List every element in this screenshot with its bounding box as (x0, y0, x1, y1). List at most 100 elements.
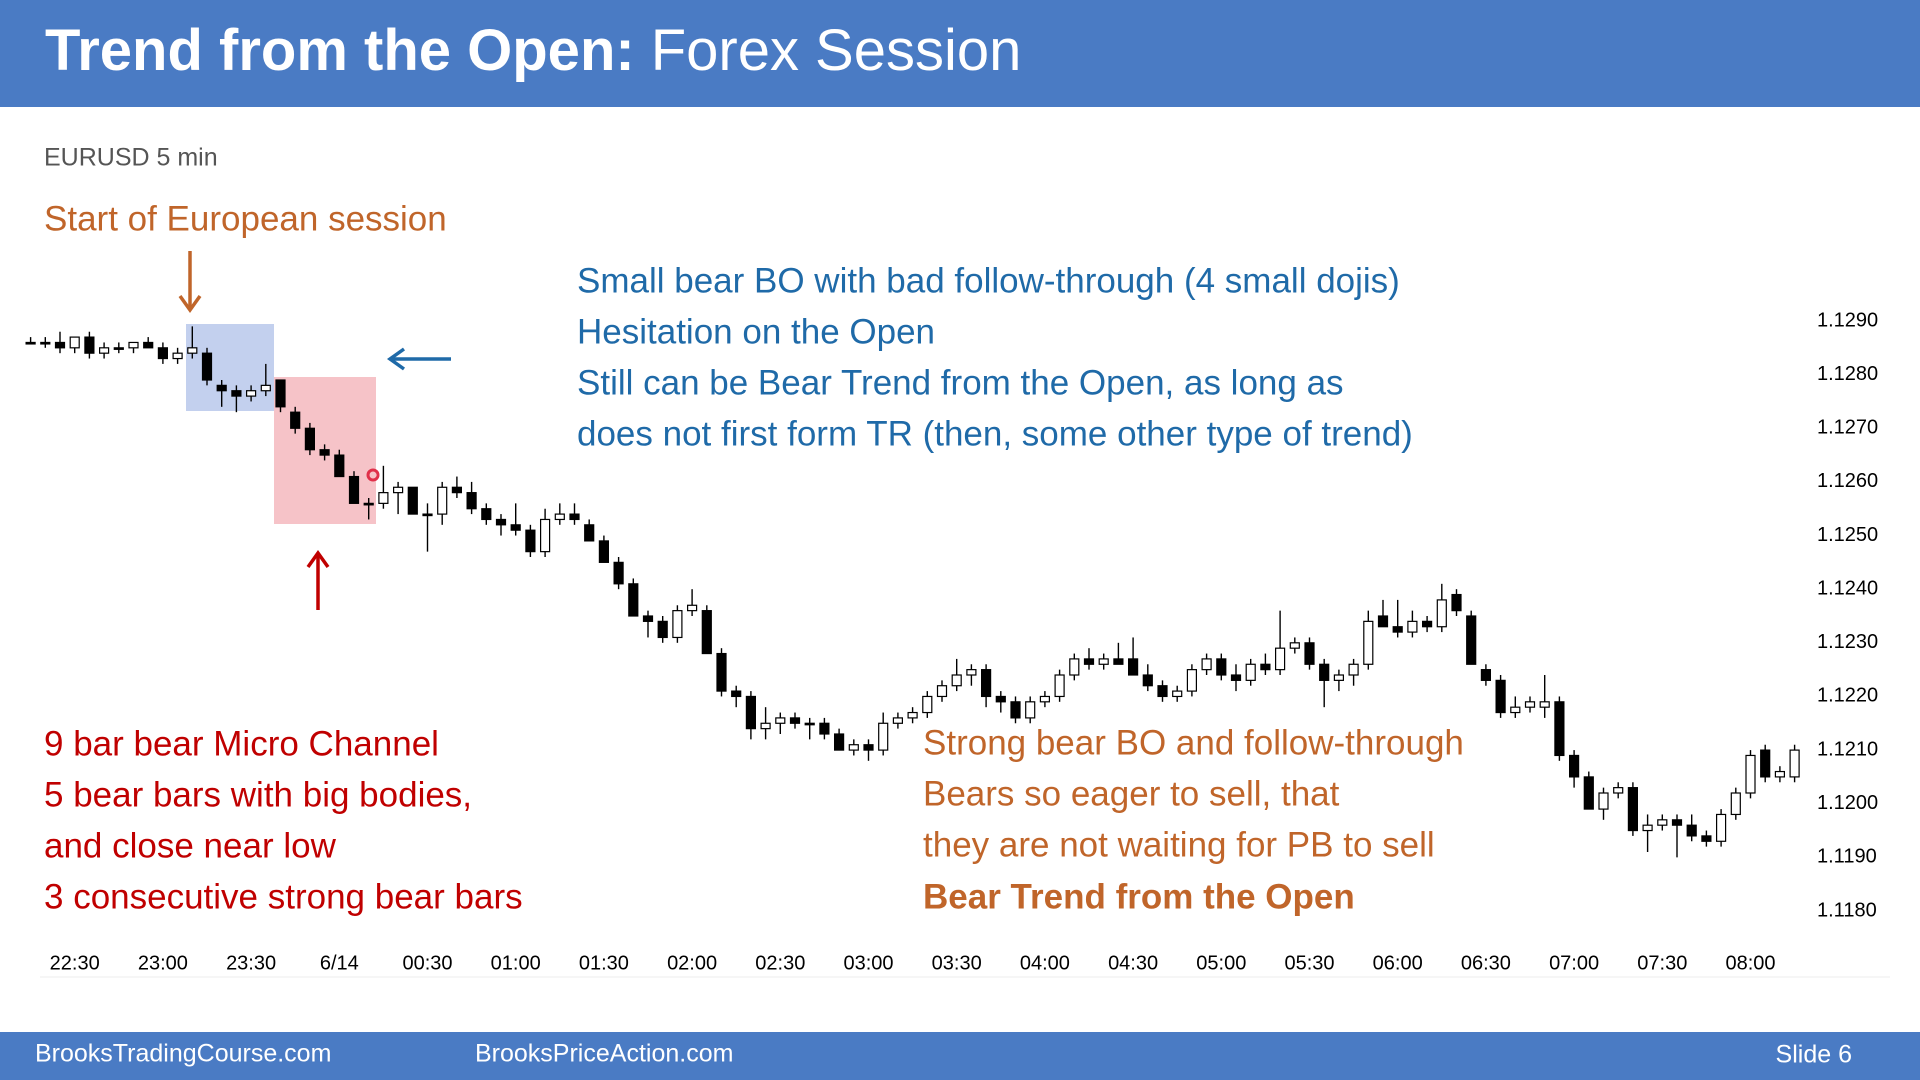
title-bar (0, 0, 1920, 107)
bear-body (1083, 658, 1095, 665)
bear-body (481, 508, 492, 521)
y-tick-label: 1.1260 (1817, 470, 1878, 492)
orange-conclusion: Bear Trend from the Open (923, 877, 1355, 916)
orange-note: Strong bear BO and follow-through Bears s… (923, 723, 1464, 864)
x-tick-label: 04:30 (1108, 952, 1158, 974)
bear-body (995, 695, 1006, 703)
x-tick-label: 07:00 (1549, 952, 1599, 974)
bull-body (172, 352, 183, 360)
bull-body (1510, 706, 1521, 714)
bull-body (1745, 754, 1756, 794)
x-tick-label: 02:30 (755, 952, 805, 974)
blue-note-line: Hesitation on the Open (577, 312, 935, 351)
bull-body (1539, 701, 1550, 708)
bear-body (804, 722, 815, 726)
bear-body (569, 513, 580, 521)
bull-body (378, 492, 389, 504)
x-tick-label: 23:00 (138, 952, 188, 974)
bear-body (613, 561, 624, 585)
bear-body (113, 347, 124, 350)
up-arrow-head (306, 549, 330, 569)
bull-body (922, 695, 933, 714)
footer-left: BrooksTradingCourse.com (35, 1040, 331, 1068)
blue-note-line: Still can be Bear Trend from the Open, a… (577, 363, 1344, 402)
y-tick-label: 1.1280 (1817, 363, 1878, 385)
red-note-line: 5 bear bars with big bodies, (44, 775, 472, 814)
bull-body (1289, 642, 1300, 649)
bull-body (246, 390, 257, 397)
bull-body (1245, 663, 1256, 681)
bear-body (1583, 776, 1594, 810)
bull-body (1715, 813, 1727, 842)
bull-body (907, 711, 918, 719)
bear-body (1216, 658, 1227, 676)
bull-body (260, 384, 271, 392)
bull-body (1186, 669, 1198, 692)
bear-body (1627, 787, 1639, 832)
bull-body (1274, 647, 1286, 671)
subtitle: EURUSD 5 min (44, 144, 218, 172)
bull-body (1025, 701, 1036, 719)
bull-body (1039, 695, 1051, 703)
hesitation-box (186, 324, 274, 411)
bear-body (231, 390, 242, 397)
x-tick-label: 22:30 (50, 952, 100, 974)
bear-body (510, 524, 521, 531)
bear-body (1451, 593, 1462, 612)
bull-body (1407, 620, 1418, 633)
bear-body (290, 411, 301, 429)
bull-body (1436, 599, 1447, 628)
bull-body (98, 347, 110, 354)
bull-body (672, 610, 683, 639)
bear-body (1568, 754, 1580, 778)
x-tick-label: 08:00 (1725, 952, 1775, 974)
bear-body (201, 352, 213, 381)
bear-body (1304, 642, 1315, 665)
red-note-line: and close near low (44, 826, 337, 865)
bear-body (1480, 669, 1492, 681)
blue-note-line: does not first form TR (then, some other… (577, 414, 1413, 453)
y-tick-label: 1.1240 (1817, 577, 1878, 599)
x-tick-label: 23:30 (226, 952, 276, 974)
y-tick-label: 1.1190 (1817, 846, 1877, 868)
footer-middle: BrooksPriceAction.com (475, 1040, 733, 1068)
bull-body (878, 722, 889, 751)
bear-body (1319, 663, 1330, 681)
title-rest: Forex Session (651, 18, 1022, 83)
bull-body (951, 674, 962, 687)
bull-body (936, 685, 948, 698)
x-tick-label: 03:00 (843, 952, 893, 974)
bull-body (1172, 690, 1183, 698)
bear-body (980, 669, 992, 698)
bear-body (1113, 658, 1124, 665)
bear-body (275, 379, 286, 408)
y-tick-label: 1.1220 (1817, 685, 1878, 707)
bear-body (833, 733, 845, 751)
footer-bar (0, 1032, 1920, 1080)
x-tick-label: 06:30 (1461, 952, 1511, 974)
bear-body (716, 652, 727, 692)
bear-body (407, 486, 418, 515)
bear-body (304, 427, 315, 451)
bear-body (1554, 701, 1565, 757)
x-tick-label: 00:30 (402, 952, 452, 974)
blue-note: Small bear BO with bad follow-through (4… (577, 261, 1413, 453)
bear-body (819, 722, 830, 735)
bull-body (128, 341, 139, 349)
x-tick-label: 05:00 (1196, 952, 1246, 974)
y-tick-label: 1.1210 (1817, 738, 1878, 760)
bear-body (40, 341, 51, 345)
x-tick-label: 6/14 (320, 952, 359, 974)
bear-body (1495, 679, 1506, 714)
bear-body (422, 513, 433, 517)
blue-note-line: Small bear BO with bad follow-through (4… (577, 261, 1400, 300)
bear-body (334, 454, 345, 478)
x-tick-label: 06:00 (1373, 952, 1423, 974)
bear-body (1377, 615, 1389, 628)
bear-body (628, 583, 639, 617)
bull-body (187, 347, 198, 354)
red-note-line: 3 consecutive strong bear bars (44, 877, 523, 916)
bull-body (393, 486, 404, 494)
bear-body (1671, 819, 1683, 826)
